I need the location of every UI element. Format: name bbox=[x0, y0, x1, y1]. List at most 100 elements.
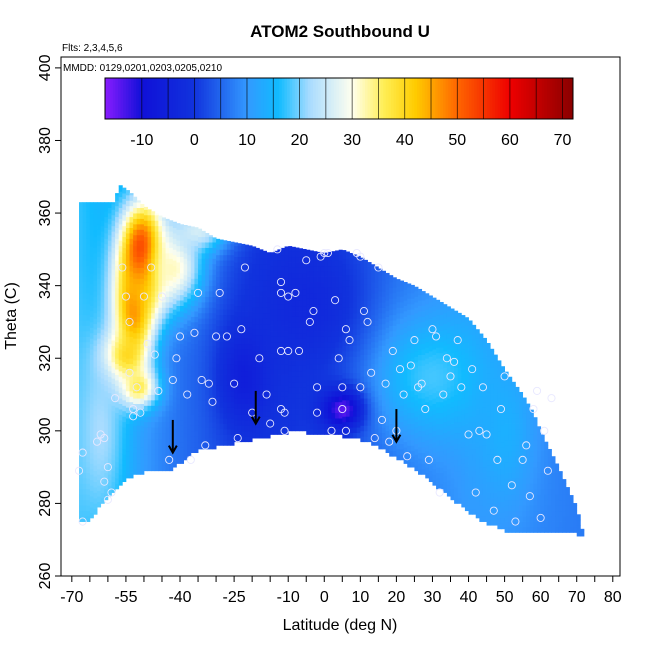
heatmap-cell bbox=[140, 321, 145, 328]
heatmap-cell bbox=[302, 370, 307, 377]
heatmap-cell bbox=[529, 418, 534, 424]
heatmap-cell bbox=[255, 258, 260, 265]
heatmap-cell bbox=[306, 336, 311, 343]
heatmap-cell bbox=[176, 321, 181, 328]
heatmap-cell bbox=[244, 262, 249, 268]
heatmap-cell bbox=[262, 296, 267, 303]
heatmap-cell bbox=[396, 329, 401, 336]
heatmap-cell bbox=[129, 331, 134, 337]
heatmap-cell bbox=[194, 245, 199, 252]
heatmap-cell bbox=[208, 350, 213, 357]
heatmap-cell bbox=[349, 372, 354, 379]
heatmap-cell bbox=[522, 407, 527, 414]
heatmap-cell bbox=[493, 438, 498, 444]
heatmap-cell bbox=[461, 354, 466, 361]
heatmap-cell bbox=[100, 202, 105, 205]
heatmap-cell bbox=[244, 392, 249, 399]
heatmap-cell bbox=[180, 425, 185, 432]
heatmap-cell bbox=[363, 305, 368, 312]
heatmap-cell bbox=[169, 247, 174, 254]
heatmap-cell bbox=[97, 229, 102, 236]
heatmap-cell bbox=[180, 300, 185, 307]
heatmap-cell bbox=[400, 280, 405, 287]
heatmap-cell bbox=[122, 247, 127, 254]
heatmap-cell bbox=[154, 301, 159, 308]
heatmap-cell bbox=[176, 370, 181, 377]
heatmap-cell bbox=[100, 410, 105, 417]
heatmap-cell bbox=[288, 305, 293, 312]
heatmap-cell bbox=[273, 374, 278, 381]
heatmap-cell bbox=[241, 316, 246, 323]
heatmap-cell bbox=[443, 356, 448, 363]
heatmap-cell bbox=[100, 209, 105, 216]
heatmap-cell bbox=[551, 521, 556, 528]
heatmap-cell bbox=[508, 380, 513, 386]
heatmap-cell bbox=[396, 318, 401, 325]
heatmap-cell bbox=[450, 314, 455, 321]
heatmap-cell bbox=[392, 380, 397, 386]
heatmap-cell bbox=[129, 276, 134, 283]
heatmap-cell bbox=[89, 229, 94, 236]
heatmap-cell bbox=[230, 380, 235, 386]
heatmap-cell bbox=[331, 298, 336, 305]
heatmap-cell bbox=[187, 341, 192, 348]
heatmap-cell bbox=[345, 378, 350, 385]
heatmap-cell bbox=[446, 485, 451, 492]
heatmap-cell bbox=[327, 347, 332, 354]
heatmap-cell bbox=[176, 327, 181, 334]
heatmap-cell bbox=[190, 300, 195, 307]
heatmap-cell bbox=[169, 432, 174, 439]
heatmap-cell bbox=[158, 220, 163, 227]
heatmap-cell bbox=[360, 414, 365, 421]
heatmap-cell bbox=[140, 425, 145, 432]
heatmap-cell bbox=[284, 374, 289, 381]
heatmap-cell bbox=[262, 350, 267, 357]
heatmap-cell bbox=[349, 307, 354, 314]
heatmap-cell bbox=[425, 374, 430, 381]
heatmap-cell bbox=[172, 227, 177, 234]
heatmap-cell bbox=[299, 349, 304, 355]
heatmap-cell bbox=[266, 334, 271, 341]
heatmap-cell bbox=[198, 296, 203, 303]
heatmap-cell bbox=[216, 314, 221, 321]
heatmap-cell bbox=[360, 321, 365, 328]
heatmap-cell bbox=[125, 233, 130, 239]
heatmap-cell bbox=[367, 403, 372, 410]
heatmap-cell bbox=[327, 358, 332, 365]
heatmap-cell bbox=[490, 383, 495, 390]
heatmap-cell bbox=[147, 274, 152, 281]
heatmap-cell bbox=[342, 301, 347, 308]
heatmap-cell bbox=[497, 501, 502, 508]
heatmap-cell bbox=[147, 236, 152, 243]
heatmap-cell bbox=[475, 490, 480, 497]
heatmap-cell bbox=[140, 229, 145, 236]
heatmap-cell bbox=[111, 345, 116, 352]
heatmap-cell bbox=[147, 383, 152, 390]
heatmap-cell bbox=[266, 318, 271, 325]
heatmap-cell bbox=[309, 309, 314, 316]
heatmap-cell bbox=[446, 409, 451, 415]
heatmap-cell bbox=[107, 321, 112, 328]
heatmap-cell bbox=[89, 425, 94, 432]
heatmap-cell bbox=[363, 370, 368, 377]
heatmap-cell bbox=[317, 260, 322, 267]
heatmap-cell bbox=[317, 254, 322, 261]
heatmap-cell bbox=[183, 399, 188, 406]
heatmap-cell bbox=[129, 363, 134, 370]
heatmap-cell bbox=[176, 447, 181, 453]
heatmap-cell bbox=[212, 242, 217, 248]
heatmap-cell bbox=[104, 309, 109, 316]
heatmap-cell bbox=[320, 331, 325, 337]
heatmap-cell bbox=[414, 296, 419, 303]
heatmap-cell bbox=[454, 438, 459, 444]
heatmap-cell bbox=[533, 510, 538, 517]
heatmap-cell bbox=[338, 287, 343, 294]
heatmap-cell bbox=[79, 483, 84, 490]
heatmap-cell bbox=[490, 492, 495, 499]
heatmap-cell bbox=[100, 247, 105, 254]
heatmap-cell bbox=[270, 292, 275, 299]
heatmap-cell bbox=[133, 278, 138, 285]
heatmap-cell bbox=[255, 323, 260, 330]
heatmap-cell bbox=[450, 347, 455, 354]
heatmap-cell bbox=[461, 485, 466, 492]
